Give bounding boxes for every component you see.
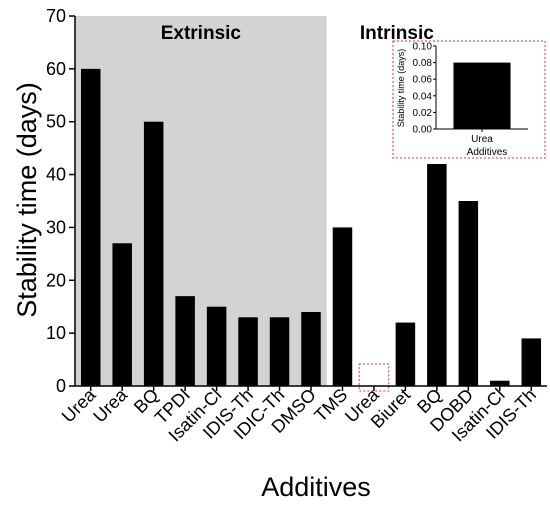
- inset-y-tick-label-0.06: 0.06: [413, 75, 433, 86]
- inset-bar-urea: [453, 62, 511, 129]
- bar-11-biuret: [395, 322, 416, 386]
- y-axis-title: Stability time (days): [12, 82, 42, 318]
- bar-12-bq: [427, 164, 447, 386]
- bar-5-isatin-cl: [206, 306, 227, 386]
- region-label-extrinsic: Extrinsic: [161, 23, 242, 44]
- category-labels: UreaUreaBQTPDIIsatin-ClIDIS-ThIDIC-ThDMS…: [58, 384, 540, 446]
- bar-8-dmso: [301, 312, 321, 386]
- bar-1-urea: [80, 68, 101, 386]
- y-tick-label-30: 30: [46, 217, 66, 237]
- inset-y-tick-label-0.02: 0.02: [413, 108, 433, 119]
- bar-9-tms: [332, 227, 353, 386]
- y-tick-label-40: 40: [46, 165, 66, 185]
- inset-y-tick-label-0.00: 0.00: [413, 125, 433, 136]
- inset-x-axis-title: Additives: [467, 147, 508, 158]
- y-tick-label-50: 50: [46, 112, 66, 132]
- bar-3-bq: [143, 121, 164, 386]
- y-tick-label-20: 20: [46, 270, 66, 290]
- bar-15-idis-th: [521, 338, 542, 386]
- y-tick-label-70: 70: [46, 6, 66, 26]
- bar-14-isatin-cl: [490, 380, 510, 386]
- category-label-2: Urea: [89, 384, 131, 426]
- inset-chart: 0.00 0.02 0.04 0.06 0.08 0.10 Urea Additives Sta…: [392, 40, 546, 159]
- bar-4-tpdi: [175, 296, 195, 386]
- region-label-intrinsic: Intrinsic: [360, 23, 434, 44]
- bar-7-idic-th: [269, 317, 290, 386]
- inset-y-tick-label-0.04: 0.04: [413, 91, 433, 102]
- region-labels: Extrinsic Intrinsic: [161, 23, 435, 44]
- bar-13-dobd: [458, 201, 479, 386]
- bars: [80, 68, 542, 387]
- bar-2-urea: [112, 243, 132, 386]
- y-tick-label-60: 60: [46, 59, 66, 79]
- category-label-9: TMS: [310, 385, 351, 426]
- y-ticks: 0 10 20 30 40 50 60 70: [46, 6, 75, 396]
- y-tick-label-10: 10: [46, 323, 66, 343]
- bar-6-idis-th: [238, 317, 258, 386]
- inset-y-tick-label-0.08: 0.08: [413, 58, 433, 69]
- inset-category-label: Urea: [471, 134, 493, 145]
- y-tick-label-0: 0: [56, 376, 66, 396]
- inset-y-axis-title: Stability time (days): [396, 49, 406, 128]
- inset-y-tick-label-0.10: 0.10: [413, 42, 433, 53]
- x-axis-title: Additives: [261, 472, 371, 502]
